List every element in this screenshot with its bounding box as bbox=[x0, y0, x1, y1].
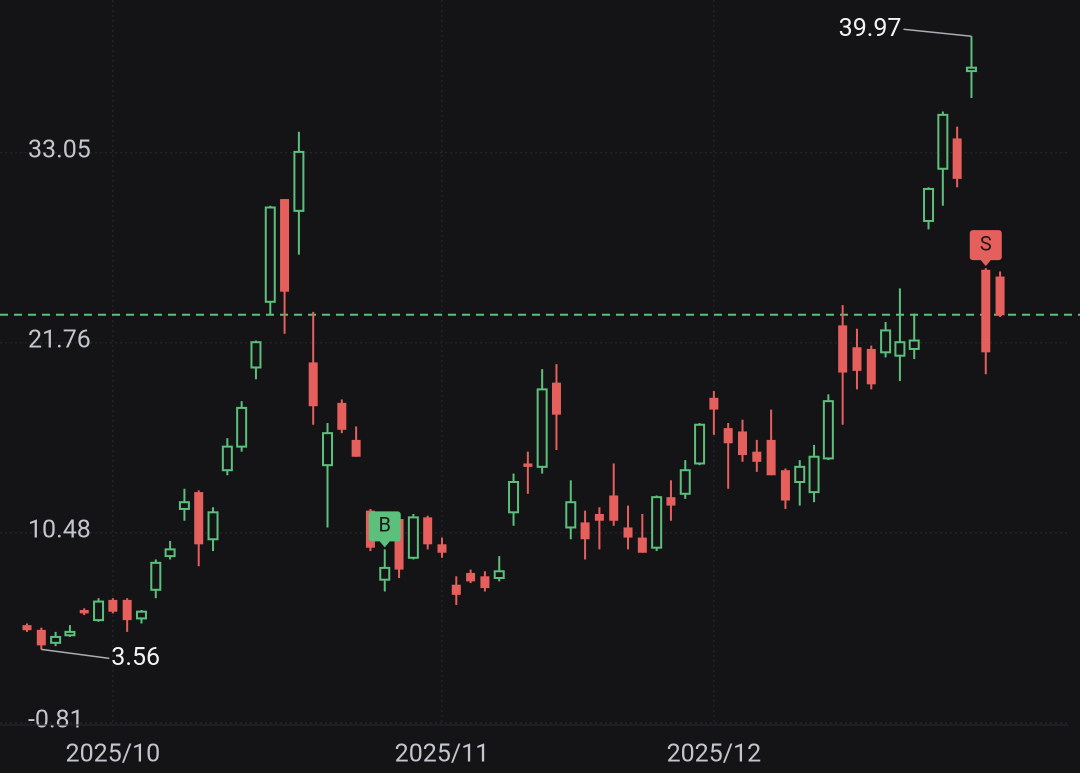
candle-body bbox=[150, 561, 162, 591]
candle-body bbox=[250, 341, 262, 369]
candle-body bbox=[280, 199, 290, 292]
candle-body bbox=[423, 517, 433, 545]
annotation-label: 39.97 bbox=[839, 14, 902, 43]
trade-marker-label: B bbox=[379, 513, 391, 537]
candle-body bbox=[293, 150, 305, 212]
candle-body bbox=[264, 206, 276, 303]
candle-body bbox=[580, 522, 590, 540]
candle-body bbox=[609, 495, 619, 521]
candle-body bbox=[995, 276, 1005, 316]
candle-body bbox=[937, 113, 949, 170]
candle-body bbox=[437, 544, 447, 553]
y-tick-label: -0.81 bbox=[28, 706, 84, 735]
candle-body bbox=[79, 609, 89, 614]
candle-body bbox=[322, 432, 334, 467]
candle-body bbox=[221, 445, 233, 472]
candle-body bbox=[64, 630, 76, 637]
candle-body bbox=[236, 406, 248, 448]
candle-body bbox=[694, 423, 706, 465]
candle-body bbox=[623, 527, 633, 538]
candle-body bbox=[22, 625, 32, 631]
candle-body bbox=[407, 516, 419, 559]
candle-body bbox=[551, 382, 561, 415]
candle-body bbox=[923, 187, 935, 222]
candle-body bbox=[981, 269, 991, 353]
candle-body bbox=[207, 511, 219, 541]
candle-body bbox=[952, 138, 962, 179]
candle-body bbox=[36, 629, 46, 646]
annotation-label: 3.56 bbox=[111, 643, 160, 672]
candle-body bbox=[451, 584, 461, 595]
candle-body bbox=[394, 519, 404, 570]
candle-body bbox=[594, 513, 604, 521]
y-tick-label: 21.76 bbox=[28, 325, 91, 354]
candle-body bbox=[808, 455, 820, 494]
candle-body bbox=[351, 439, 361, 457]
candle-body bbox=[709, 397, 719, 410]
candle-body bbox=[738, 431, 747, 456]
x-tick-label: 2025/11 bbox=[395, 740, 490, 769]
candle-body bbox=[523, 463, 533, 467]
candle-body bbox=[637, 537, 647, 553]
candle-body bbox=[838, 325, 848, 373]
annotation-leader bbox=[903, 28, 972, 37]
candle-body bbox=[766, 439, 776, 476]
x-tick-label: 2025/12 bbox=[667, 740, 762, 769]
candle-body bbox=[536, 388, 548, 468]
candle-body bbox=[752, 451, 762, 462]
candle-body bbox=[894, 341, 906, 357]
candle-body bbox=[723, 428, 733, 444]
candle-body bbox=[679, 469, 691, 495]
candle-body bbox=[866, 348, 876, 385]
trade-marker-label: S bbox=[980, 231, 992, 255]
candle-body bbox=[780, 470, 790, 501]
candle-body bbox=[379, 566, 391, 581]
candle-body bbox=[122, 599, 132, 621]
candle-body bbox=[651, 496, 663, 549]
candle-body bbox=[852, 347, 862, 371]
candle-body bbox=[108, 599, 118, 612]
candle-body bbox=[508, 481, 520, 514]
candle-body bbox=[337, 402, 347, 430]
candle-body bbox=[50, 635, 62, 644]
trade-marker bbox=[368, 511, 401, 548]
candle-body bbox=[466, 572, 476, 582]
candle-body bbox=[794, 465, 806, 484]
x-tick-label: 2025/10 bbox=[66, 740, 161, 769]
candle-body bbox=[565, 501, 577, 529]
candle-body bbox=[194, 492, 204, 545]
candle-body bbox=[480, 576, 490, 589]
candle-body bbox=[308, 362, 318, 407]
y-tick-label: 33.05 bbox=[28, 135, 91, 164]
annotation-leader bbox=[41, 648, 110, 660]
candle-body bbox=[164, 548, 176, 558]
candle-body bbox=[822, 400, 834, 460]
candle-body bbox=[93, 600, 105, 622]
candle-body bbox=[666, 497, 676, 506]
candle-body bbox=[880, 329, 892, 354]
candle-body bbox=[493, 570, 505, 579]
candle-body bbox=[178, 501, 190, 510]
candle-body bbox=[965, 66, 977, 73]
trade-marker bbox=[969, 230, 1002, 267]
y-tick-label: 10.48 bbox=[28, 515, 91, 544]
candle-body bbox=[135, 610, 147, 620]
candle-body bbox=[908, 339, 920, 350]
